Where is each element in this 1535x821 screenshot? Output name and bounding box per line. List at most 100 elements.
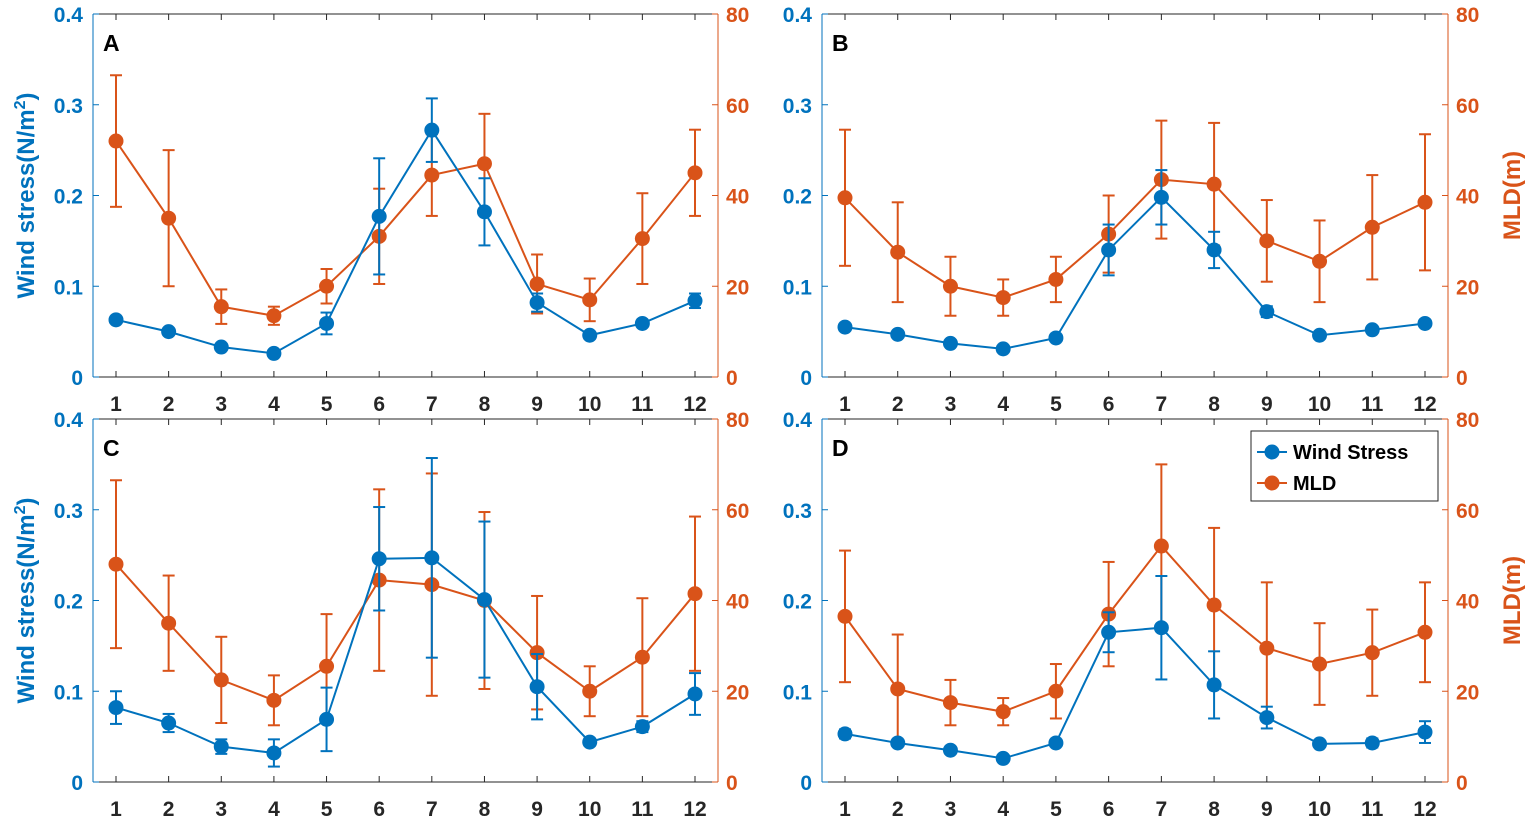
panel-d: 1 2 3 4 5 6 7 8 9 10 11 1200.10.20.30.4020406080MLD… (783, 409, 1526, 821)
y-left-tick-label: 0.4 (783, 4, 813, 27)
legend-box (1250, 430, 1439, 502)
y-left-tick-label: 0 (71, 772, 83, 795)
wind-stress-point (942, 335, 958, 351)
wind-stress-point (687, 686, 703, 702)
mld-point (890, 681, 906, 697)
legend-item: MLD (1257, 473, 1336, 495)
y-left-tick-label: 0.3 (54, 95, 83, 118)
wind-stress-point (942, 742, 958, 758)
mld-point (942, 695, 958, 711)
wind-stress-point (1206, 677, 1222, 693)
wind-stress-point (476, 204, 492, 220)
x-tick-label: 5 (1050, 798, 1062, 821)
mld-point (108, 133, 124, 149)
x-tick-label: 6 (1103, 798, 1115, 821)
legend-label: MLD (1293, 473, 1336, 495)
x-tick-label: 3 (215, 393, 227, 416)
x-tick-label: 12 (683, 393, 706, 416)
wind-stress-point (995, 341, 1011, 357)
mld-point (995, 704, 1011, 720)
x-tick-label: 12 (1413, 393, 1436, 416)
mld-point (1312, 656, 1328, 672)
y-right-tick-label: 20 (1456, 276, 1479, 299)
x-tick-label: 10 (1308, 393, 1331, 416)
mld-point (266, 692, 282, 708)
x-tick-label: 3 (945, 798, 957, 821)
x-tick-label: 9 (531, 393, 543, 416)
y-right-tick-label: 40 (1456, 186, 1479, 209)
wind-stress-point (837, 319, 853, 335)
wind-stress-point (1101, 242, 1117, 258)
mld-point (1364, 645, 1380, 661)
wind-stress-point (161, 715, 177, 731)
mld-point (108, 556, 124, 572)
y-left-tick-label: 0.3 (783, 95, 812, 118)
mld-point (319, 658, 335, 674)
wind-stress-point (995, 750, 1011, 766)
mld-point (1153, 538, 1169, 554)
wind-stress-point (1153, 189, 1169, 205)
wind-stress-point (1364, 322, 1380, 338)
x-tick-label: 4 (997, 393, 1009, 416)
wind-stress-point (1312, 736, 1328, 752)
y-right-tick-label: 60 (726, 95, 749, 118)
y-left-tick-label: 0 (800, 772, 812, 795)
mld-point (1259, 233, 1275, 249)
wind-stress-point (890, 326, 906, 342)
mld-point (161, 615, 177, 631)
wind-stress-point (1312, 327, 1328, 343)
legend-item: Wind Stress (1257, 442, 1408, 464)
wind-stress-point (1417, 315, 1433, 331)
mld-point (1417, 624, 1433, 640)
y-right-tick-label: 20 (726, 681, 749, 704)
mld-point (424, 167, 440, 183)
y-left-tick-label: 0.4 (783, 409, 813, 432)
mld-point (1312, 253, 1328, 269)
wind-stress-point (371, 208, 387, 224)
x-tick-label: 12 (683, 798, 706, 821)
wind-stress-point (424, 122, 440, 138)
series-mld (837, 119, 1433, 317)
wind-stress-point (319, 315, 335, 331)
wind-stress-point (1048, 330, 1064, 346)
wind-stress-point (108, 700, 124, 716)
x-tick-label: 1 (110, 798, 122, 821)
y-right-axis-label: MLD(m) (1499, 556, 1526, 645)
panel-a: 1 2 3 4 5 6 7 8 9 10 11 1200.10.20.30.4020406080Win… (12, 4, 749, 416)
y-left-tick-label: 0.2 (783, 186, 812, 209)
wind-stress-point (371, 551, 387, 567)
mld-line (844, 178, 1426, 299)
mld-point (995, 290, 1011, 306)
panel-letter: D (832, 435, 849, 461)
x-tick-label: 10 (578, 798, 601, 821)
x-tick-label: 9 (531, 798, 543, 821)
x-tick-label: 6 (373, 393, 385, 416)
wind-stress-line (844, 626, 1426, 760)
wind-stress-point (890, 735, 906, 751)
y-right-tick-label: 80 (1456, 409, 1479, 432)
mld-point (890, 244, 906, 260)
mld-point (1206, 176, 1222, 192)
x-tick-label: 1 (839, 393, 851, 416)
x-tick-label: 11 (1361, 798, 1384, 821)
x-tick-label: 5 (321, 798, 333, 821)
wind-stress-point (1048, 735, 1064, 751)
x-tick-label: 10 (578, 393, 601, 416)
mld-point (582, 292, 598, 308)
legend-marker (1264, 475, 1280, 491)
y-right-tick-label: 0 (1456, 367, 1468, 390)
y-left-tick-label: 0.4 (54, 4, 84, 27)
x-tick-label: 1 (110, 393, 122, 416)
x-tick-label: 11 (631, 798, 654, 821)
x-tick-label: 2 (892, 798, 904, 821)
mld-line (844, 544, 1426, 713)
mld-line (115, 140, 696, 317)
mld-point (213, 299, 229, 315)
x-tick-label: 12 (1413, 798, 1436, 821)
y-left-axis-label: Wind stress(N/m2) (12, 92, 40, 298)
y-right-tick-label: 40 (726, 186, 749, 209)
y-left-axis-label: Wind stress(N/m2) (12, 497, 40, 703)
y-right-axis-label: MLD(m) (1499, 151, 1526, 240)
wind-stress-point (108, 312, 124, 328)
